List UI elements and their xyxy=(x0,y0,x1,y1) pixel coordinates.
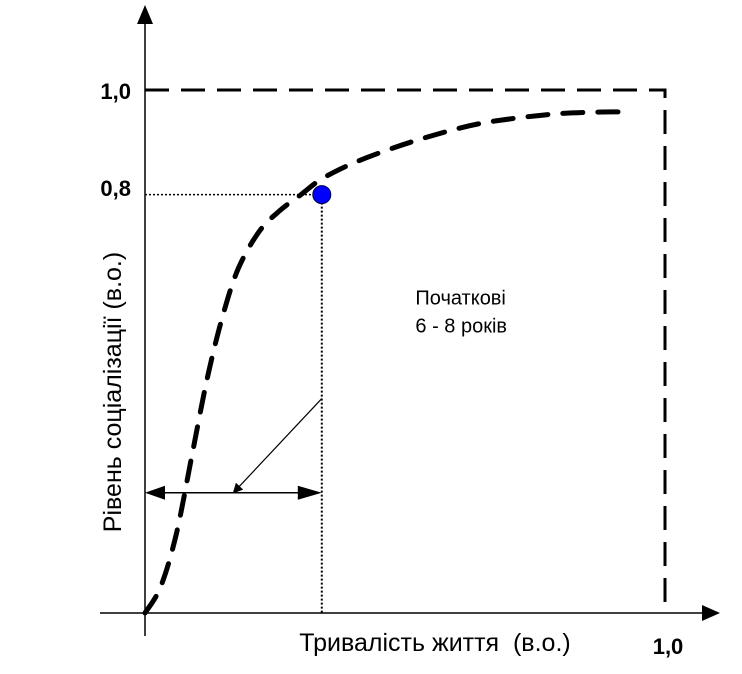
y-axis-arrow-icon xyxy=(137,5,153,24)
y-tick-label-1: 1,0 xyxy=(100,79,131,104)
span-arrow-left-icon xyxy=(145,485,165,500)
y-tick-label-08: 0,8 xyxy=(100,176,131,201)
x-axis-arrow-icon xyxy=(702,605,720,621)
boundary-dashed-line xyxy=(145,88,667,613)
annotation-arrow xyxy=(232,398,323,494)
annotation-line-2: 6 - 8 років xyxy=(415,315,507,337)
age-marker-point xyxy=(312,185,332,205)
x-axis-title: Тривалість життя (в.о.) xyxy=(299,629,570,657)
annotation-line-1: Початкові xyxy=(415,287,506,309)
y-axis-title: Рівень соціалізації (в.о.) xyxy=(99,252,127,532)
socialization-curve xyxy=(142,109,626,616)
span-arrow-right-icon xyxy=(297,485,322,500)
x-tick-label-1: 1,0 xyxy=(653,634,684,659)
